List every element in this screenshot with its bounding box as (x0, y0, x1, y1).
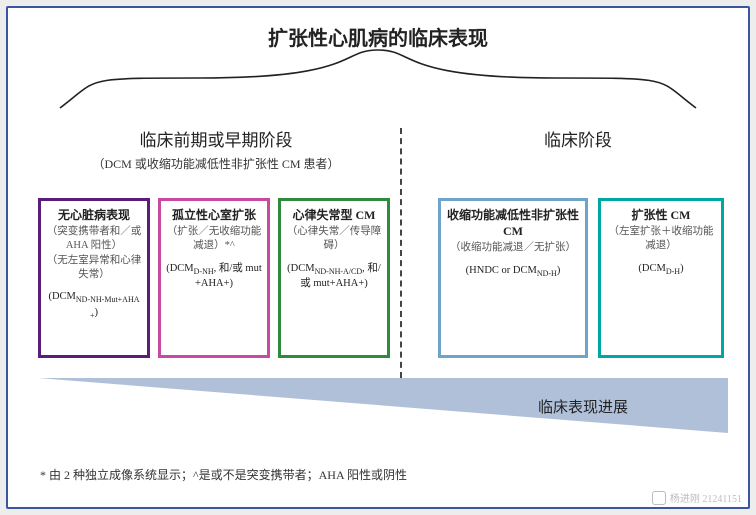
section-left-title: 临床前期或早期阶段 (46, 126, 386, 151)
main-title: 扩张性心肌病的临床表现 (8, 22, 748, 51)
category-box-2: 心律失常型 CM （心律失常／传导障碍） (DCMND-NH-A/CD, 和/或 m… (278, 198, 390, 358)
section-left: 临床前期或早期阶段 （DCM 或收缩功能减低性非扩张性 CM 患者） (46, 126, 386, 172)
box-title: 收缩功能减低性非扩张性 CM (445, 207, 581, 239)
progress-label: 临床表现进展 (538, 396, 628, 417)
box-code: (DCMD-H) (605, 262, 717, 278)
category-box-4: 扩张性 CM （左室扩张＋收缩功能减退） (DCMD-H) (598, 198, 724, 358)
footnote: * 由 2 种独立成像系统显示；^是或不是突变携带者；AHA 阳性或阴性 (40, 466, 407, 483)
box-desc: （心律失常／传导障碍） (285, 225, 383, 253)
box-desc: （左室扩张＋收缩功能减退） (605, 225, 717, 253)
watermark: 杨进刚 21241151 (652, 490, 742, 505)
box-code: (DCMD-NH, 和/或 mut+AHA+) (165, 262, 263, 292)
box-code: (DCMND-NH-Mut+AHA+) (45, 290, 143, 322)
section-right-title: 临床阶段 (448, 126, 708, 151)
box-title: 无心脏病表现 (45, 207, 143, 223)
box-code: (DCMND-NH-A/CD, 和/或 mut+AHA+) (285, 262, 383, 292)
box-code: (HNDC or DCMND-H) (445, 264, 581, 280)
section-right: 临床阶段 (448, 126, 708, 151)
watermark-icon (652, 491, 666, 505)
category-box-3: 收缩功能减低性非扩张性 CM （收缩功能减退／无扩张） (HNDC or DCMND… (438, 198, 588, 358)
section-left-subtitle: （DCM 或收缩功能减低性非扩张性 CM 患者） (46, 155, 386, 172)
box-title: 扩张性 CM (605, 207, 717, 223)
curly-brace (40, 48, 716, 118)
category-box-0: 无心脏病表现 （突变携带者和／或 AHA 阳性）（无左室异常和心律失常） (DCMN… (38, 198, 150, 358)
box-title: 心律失常型 CM (285, 207, 383, 223)
box-desc: （突变携带者和／或 AHA 阳性）（无左室异常和心律失常） (45, 225, 143, 282)
diagram-frame: 扩张性心肌病的临床表现 临床前期或早期阶段 （DCM 或收缩功能减低性非扩张性 … (6, 6, 750, 509)
box-title: 孤立性心室扩张 (165, 207, 263, 223)
category-box-1: 孤立性心室扩张 （扩张／无收缩功能减退）*^ (DCMD-NH, 和/或 mut+A… (158, 198, 270, 358)
boxes-row: 无心脏病表现 （突变携带者和／或 AHA 阳性）（无左室异常和心律失常） (DCMN… (38, 198, 718, 368)
box-desc: （收缩功能减退／无扩张） (445, 241, 581, 255)
watermark-text: 杨进刚 21241151 (670, 490, 742, 505)
box-desc: （扩张／无收缩功能减退）*^ (165, 225, 263, 253)
